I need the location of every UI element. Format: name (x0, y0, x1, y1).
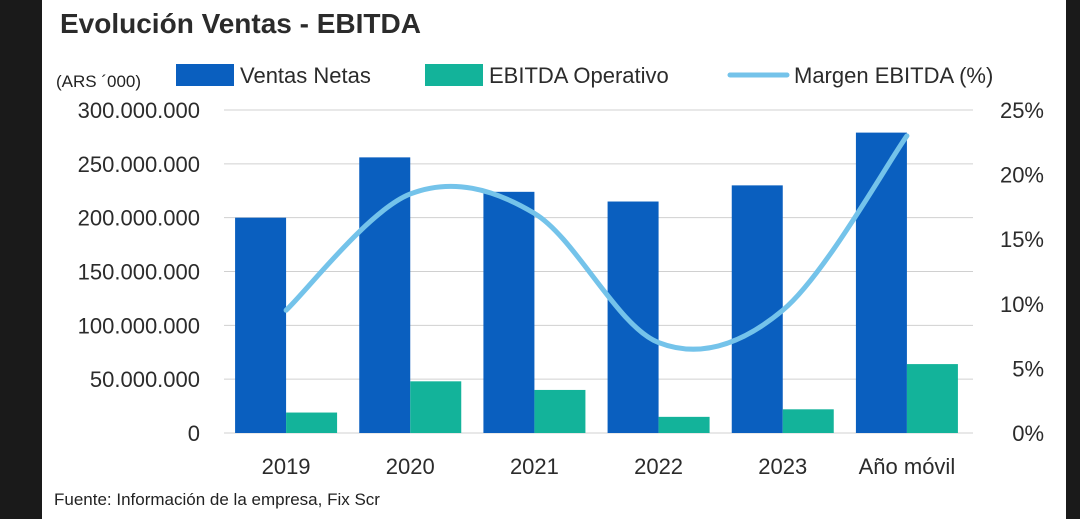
legend-label-ebitda: EBITDA Operativo (489, 63, 669, 88)
legend-swatch-ventas (176, 64, 234, 86)
bar-ventas-netas (607, 201, 659, 433)
margen-ebitda-line (283, 133, 910, 352)
bar-ventas-netas (483, 191, 535, 433)
bar-ebitda-operativo (906, 364, 958, 433)
x-tick-label: 2023 (758, 454, 807, 479)
y-left-tick: 300.000.000 (78, 98, 200, 123)
bar-ventas-netas (359, 157, 411, 433)
bar-ebitda-operativo (782, 409, 834, 433)
y-right-tick: 25% (1000, 98, 1044, 123)
unit-label: (ARS ´000) (56, 72, 142, 91)
y-right-tick: 20% (1000, 163, 1044, 188)
gridlines (224, 109, 973, 434)
x-tick-label: 2020 (386, 454, 435, 479)
x-tick-label: Año móvil (859, 454, 956, 479)
x-tick-label: 2019 (262, 454, 311, 479)
x-tick-label: 2021 (510, 454, 559, 479)
right-axis: 0% 5% 10% 15% 20% 25% (1000, 98, 1044, 446)
y-right-tick: 5% (1012, 356, 1044, 381)
y-left-tick: 50.000.000 (90, 367, 200, 392)
bar-ventas-netas (855, 132, 907, 434)
y-left-tick: 0 (188, 421, 200, 446)
source-note: Fuente: Información de la empresa, Fix S… (54, 490, 380, 509)
bar-ebitda-operativo (286, 412, 338, 433)
margin-line (283, 133, 910, 352)
combo-chart: 0 50.000.000 100.000.000 150.000.000 200.000… (78, 63, 1044, 479)
x-axis: 2019 2020 2021 2022 2023 Año móvil (262, 454, 956, 479)
y-right-tick: 10% (1000, 292, 1044, 317)
bar-ventas-netas (731, 185, 783, 433)
y-right-tick: 0% (1012, 421, 1044, 446)
legend-label-ventas: Ventas Netas (240, 63, 371, 88)
legend: Ventas Netas EBITDA Operativo Margen EBITD… (176, 63, 993, 88)
chart-card: Evolución Ventas - EBITDA (ARS ´000) 0 50… (42, 0, 1066, 519)
legend-label-margen: Margen EBITDA (%) (794, 63, 993, 88)
x-tick-label: 2022 (634, 454, 683, 479)
bar-ventas-netas (235, 217, 287, 433)
left-axis: 0 50.000.000 100.000.000 150.000.000 200.000… (78, 98, 200, 446)
y-right-tick: 15% (1000, 227, 1044, 252)
bar-ebitda-operativo (410, 381, 462, 433)
y-left-tick: 150.000.000 (78, 260, 200, 285)
bars (235, 132, 958, 434)
bar-ebitda-operativo (534, 389, 586, 433)
bar-ebitda-operativo (658, 416, 710, 433)
y-left-tick: 200.000.000 (78, 206, 200, 231)
y-left-tick: 100.000.000 (78, 313, 200, 338)
chart-title: Evolución Ventas - EBITDA (60, 8, 421, 39)
y-left-tick: 250.000.000 (78, 152, 200, 177)
legend-swatch-ebitda (425, 64, 483, 86)
